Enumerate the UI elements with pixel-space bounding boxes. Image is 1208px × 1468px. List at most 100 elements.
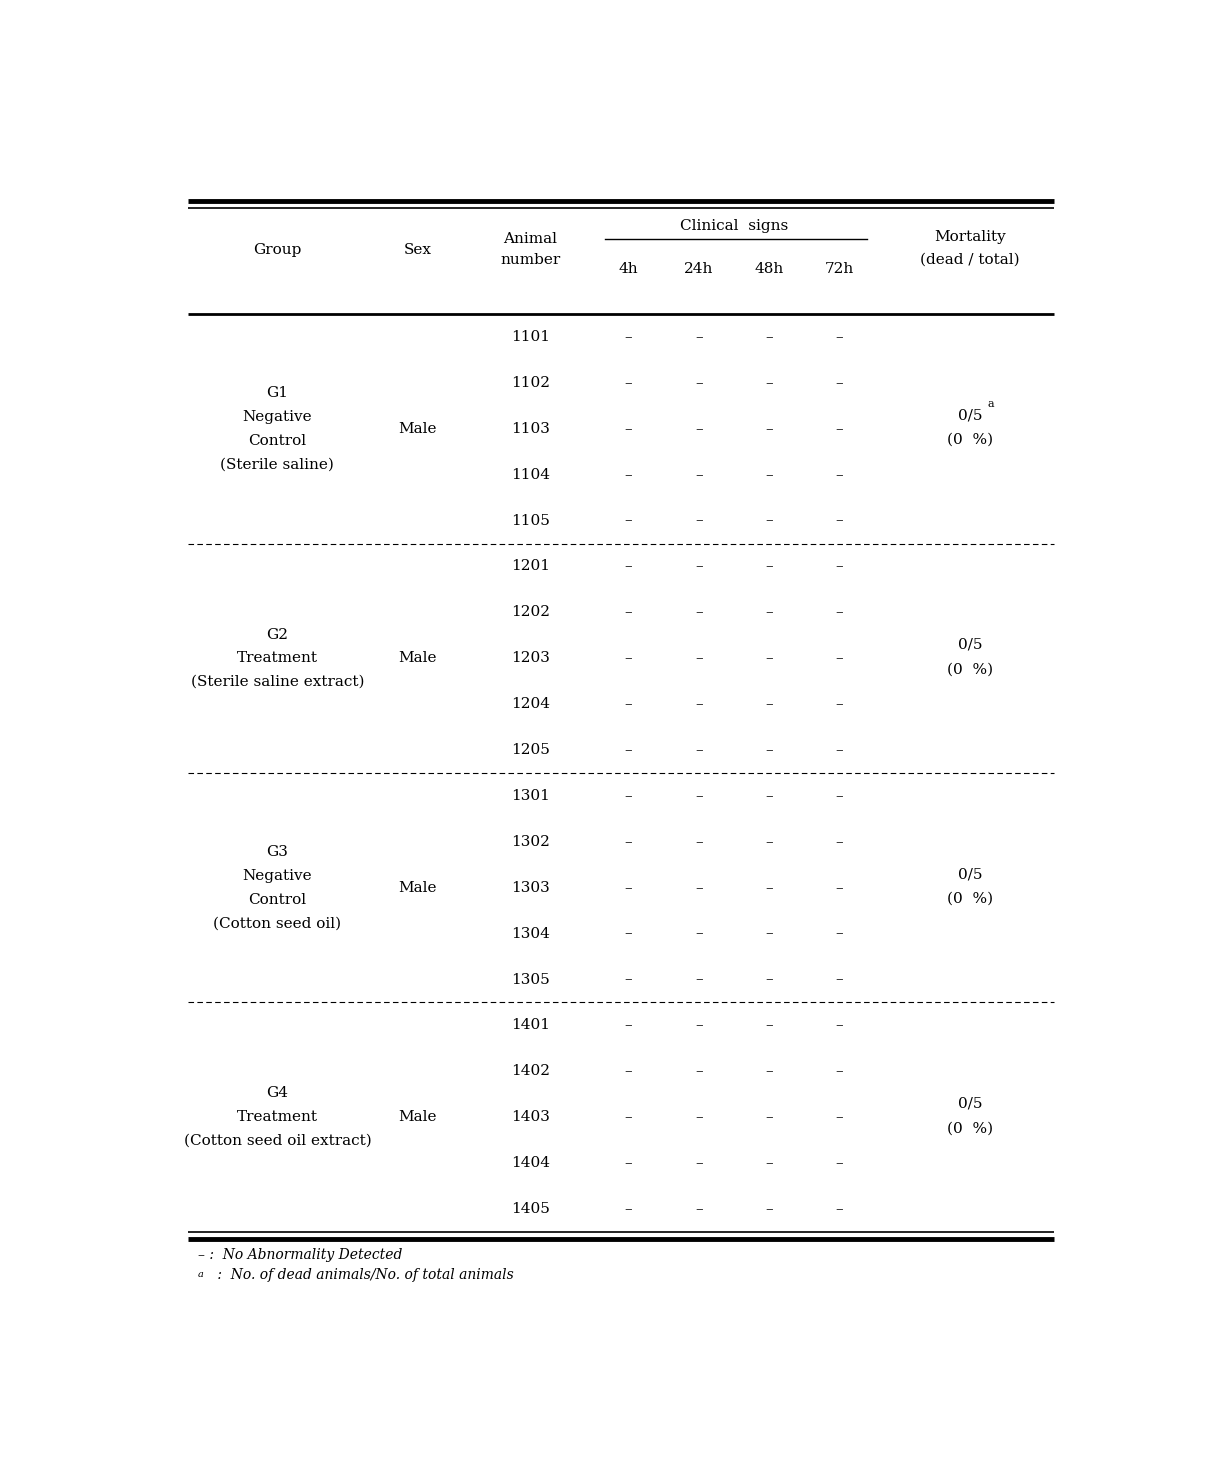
Text: 1103: 1103: [511, 421, 550, 436]
Text: 1205: 1205: [511, 743, 550, 757]
Text: –: –: [625, 514, 632, 527]
Text: –: –: [835, 743, 843, 757]
Text: G1: G1: [267, 386, 289, 401]
Text: 1102: 1102: [511, 376, 550, 390]
Text: –: –: [695, 926, 703, 941]
Text: –: –: [695, 421, 703, 436]
Text: 1404: 1404: [511, 1157, 550, 1170]
Text: –: –: [695, 788, 703, 803]
Text: –: –: [835, 788, 843, 803]
Text: –: –: [695, 559, 703, 574]
Text: 1104: 1104: [511, 468, 550, 482]
Text: 1302: 1302: [511, 835, 550, 849]
Text: –: –: [695, 468, 703, 482]
Text: 1202: 1202: [511, 605, 550, 619]
Text: Control: Control: [249, 433, 307, 448]
Text: –: –: [625, 1202, 632, 1216]
Text: Sex: Sex: [403, 242, 431, 257]
Text: (0  %): (0 %): [947, 1122, 993, 1135]
Text: –: –: [695, 1110, 703, 1124]
Text: –: –: [765, 468, 773, 482]
Text: –: –: [695, 697, 703, 711]
Text: –: –: [835, 881, 843, 894]
Text: –: –: [765, 652, 773, 665]
Text: –: –: [835, 926, 843, 941]
Text: –: –: [835, 652, 843, 665]
Text: number: number: [500, 252, 561, 267]
Text: –: –: [835, 697, 843, 711]
Text: –: –: [835, 1157, 843, 1170]
Text: –: –: [625, 1110, 632, 1124]
Text: –: –: [835, 605, 843, 619]
Text: –: –: [765, 926, 773, 941]
Text: –: –: [695, 972, 703, 986]
Text: –: –: [695, 881, 703, 894]
Text: –: –: [835, 1064, 843, 1079]
Text: (dead / total): (dead / total): [920, 252, 1020, 267]
Text: –: –: [625, 376, 632, 390]
Text: –: –: [695, 652, 703, 665]
Text: –: –: [625, 1019, 632, 1032]
Text: –: –: [625, 743, 632, 757]
Text: –: –: [625, 605, 632, 619]
Text: –: –: [765, 421, 773, 436]
Text: 1305: 1305: [511, 972, 550, 986]
Text: Animal: Animal: [504, 232, 557, 247]
Text: –: –: [625, 788, 632, 803]
Text: –: –: [765, 1019, 773, 1032]
Text: –: –: [695, 1019, 703, 1032]
Text: Negative: Negative: [243, 410, 312, 424]
Text: Male: Male: [399, 1110, 437, 1124]
Text: Male: Male: [399, 421, 437, 436]
Text: –: –: [625, 835, 632, 849]
Text: –: –: [625, 926, 632, 941]
Text: (0  %): (0 %): [947, 433, 993, 448]
Text: –: –: [625, 330, 632, 344]
Text: :  No. of dead animals/No. of total animals: : No. of dead animals/No. of total anima…: [213, 1268, 513, 1282]
Text: –: –: [765, 743, 773, 757]
Text: –: –: [695, 514, 703, 527]
Text: –: –: [695, 1157, 703, 1170]
Text: 1405: 1405: [511, 1202, 550, 1216]
Text: –: –: [765, 972, 773, 986]
Text: –: –: [625, 1064, 632, 1079]
Text: – :  No Abnormality Detected: – : No Abnormality Detected: [198, 1248, 402, 1261]
Text: –: –: [835, 1110, 843, 1124]
Text: –: –: [625, 972, 632, 986]
Text: G4: G4: [267, 1086, 289, 1101]
Text: 1301: 1301: [511, 788, 550, 803]
Text: –: –: [625, 468, 632, 482]
Text: 1204: 1204: [511, 697, 550, 711]
Text: –: –: [695, 330, 703, 344]
Text: –: –: [695, 743, 703, 757]
Text: 1304: 1304: [511, 926, 550, 941]
Text: Male: Male: [399, 881, 437, 894]
Text: –: –: [835, 835, 843, 849]
Text: Treatment: Treatment: [237, 1110, 318, 1124]
Text: –: –: [835, 330, 843, 344]
Text: a: a: [198, 1270, 204, 1280]
Text: –: –: [765, 1202, 773, 1216]
Text: Male: Male: [399, 652, 437, 665]
Text: 0/5: 0/5: [958, 637, 982, 652]
Text: –: –: [695, 1064, 703, 1079]
Text: 0/5: 0/5: [958, 408, 982, 423]
Text: 48h: 48h: [754, 261, 784, 276]
Text: Clinical  signs: Clinical signs: [680, 219, 788, 233]
Text: –: –: [765, 697, 773, 711]
Text: –: –: [625, 881, 632, 894]
Text: a: a: [987, 399, 994, 410]
Text: –: –: [695, 835, 703, 849]
Text: –: –: [695, 1202, 703, 1216]
Text: 72h: 72h: [825, 261, 854, 276]
Text: –: –: [765, 514, 773, 527]
Text: –: –: [625, 421, 632, 436]
Text: 1203: 1203: [511, 652, 550, 665]
Text: 0/5: 0/5: [958, 1097, 982, 1111]
Text: 24h: 24h: [684, 261, 714, 276]
Text: G3: G3: [267, 846, 289, 859]
Text: –: –: [625, 1157, 632, 1170]
Text: (Cotton seed oil extract): (Cotton seed oil extract): [184, 1133, 371, 1148]
Text: –: –: [765, 605, 773, 619]
Text: (Sterile saline extract): (Sterile saline extract): [191, 675, 364, 688]
